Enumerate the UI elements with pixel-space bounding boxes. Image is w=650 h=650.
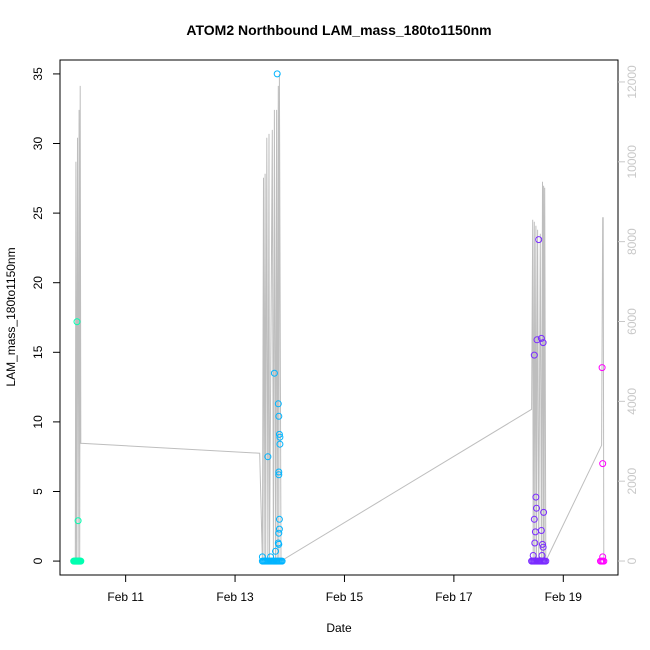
data-point	[264, 453, 272, 461]
data-point	[275, 412, 283, 420]
data-point	[599, 553, 607, 561]
secondary-line	[74, 73, 605, 562]
x-tick-label: Feb 17	[435, 590, 473, 604]
data-point	[273, 70, 281, 78]
plot-frame	[59, 59, 619, 576]
y-tick-label: 10	[31, 415, 45, 429]
data-point	[275, 471, 283, 479]
y2-tick-label: 6000	[625, 308, 639, 335]
x-tick-label: Feb 19	[545, 590, 583, 604]
data-point	[278, 557, 286, 565]
secondary-series-line	[74, 73, 605, 562]
y2-tick-label: 4000	[625, 388, 639, 415]
data-point	[275, 540, 283, 548]
data-point	[537, 334, 545, 342]
y-tick-label: 0	[31, 557, 45, 564]
data-point	[535, 236, 543, 244]
data-point	[274, 400, 282, 408]
data-point	[539, 540, 546, 548]
y2-tick-label: 12000	[625, 65, 639, 99]
y-axis-label: LAM_mass_180to1150nm	[4, 247, 18, 386]
data-point	[73, 318, 81, 326]
plot-border	[59, 59, 619, 576]
y-tick-label: 25	[31, 206, 45, 220]
data-point	[77, 557, 85, 565]
x-axis: Feb 11 Feb 13 Feb 15 Feb 17 Feb 19	[107, 575, 582, 604]
data-point	[533, 504, 540, 512]
data-point	[275, 525, 283, 533]
data-point	[258, 553, 266, 561]
data-point	[540, 508, 548, 516]
y-tick-label: 20	[31, 276, 45, 290]
data-point	[74, 517, 82, 525]
data-point	[530, 515, 538, 523]
x-tick-label: Feb 13	[216, 590, 254, 604]
y-tick-label: 15	[31, 345, 45, 359]
data-point	[267, 553, 275, 561]
data-point	[530, 351, 538, 359]
y-tick-label: 35	[31, 67, 45, 81]
data-point	[275, 468, 283, 476]
y-tick-label: 5	[31, 488, 45, 495]
data-point	[276, 440, 284, 448]
data-point	[529, 552, 537, 559]
data-point	[600, 557, 608, 565]
y2-tick-label: 10000	[625, 145, 639, 179]
x-tick-label: Feb 11	[107, 590, 144, 604]
data-point	[598, 364, 606, 372]
data-point	[537, 527, 545, 534]
data-point	[276, 433, 284, 441]
data-point	[532, 493, 540, 501]
data-point	[531, 539, 539, 547]
data-point	[272, 547, 279, 555]
left-y-axis: 0 5 10 15 20 25 30 35	[31, 67, 60, 564]
chart-title: ATOM2 Northbound LAM_mass_180to1150nm	[186, 22, 491, 38]
y-tick-label: 30	[31, 137, 45, 151]
data-point	[533, 336, 541, 344]
data-point	[538, 552, 546, 559]
y2-tick-label: 2000	[625, 468, 639, 495]
x-tick-label: Feb 15	[326, 590, 364, 604]
data-point	[270, 369, 278, 377]
data-point	[275, 430, 283, 438]
y2-tick-label: 0	[625, 557, 639, 564]
data-point	[599, 460, 607, 468]
data-point	[539, 543, 547, 551]
y2-tick-label: 8000	[625, 228, 639, 255]
data-point	[275, 529, 283, 537]
data-points	[70, 70, 608, 565]
data-point	[275, 515, 283, 523]
data-point	[539, 339, 547, 347]
right-y-axis: 0 2000 4000 6000 8000 10000 12000	[618, 65, 639, 564]
data-point	[542, 557, 550, 565]
x-axis-label: Date	[326, 621, 352, 635]
